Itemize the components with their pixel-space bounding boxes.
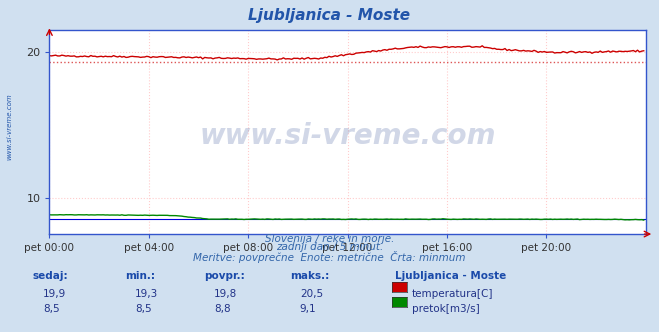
Text: zadnji dan / 5 minut.: zadnji dan / 5 minut. [276, 242, 383, 252]
Text: temperatura[C]: temperatura[C] [412, 289, 494, 299]
Text: 8,5: 8,5 [43, 304, 59, 314]
Text: min.:: min.: [125, 271, 156, 281]
Text: Slovenija / reke in morje.: Slovenija / reke in morje. [265, 234, 394, 244]
Text: pretok[m3/s]: pretok[m3/s] [412, 304, 480, 314]
Text: 9,1: 9,1 [300, 304, 316, 314]
Text: sedaj:: sedaj: [33, 271, 69, 281]
Text: 19,8: 19,8 [214, 289, 237, 299]
Text: 19,9: 19,9 [43, 289, 66, 299]
Text: 8,8: 8,8 [214, 304, 231, 314]
Text: www.si-vreme.com: www.si-vreme.com [7, 93, 13, 160]
Text: maks.:: maks.: [290, 271, 330, 281]
Text: 19,3: 19,3 [135, 289, 158, 299]
Text: povpr.:: povpr.: [204, 271, 245, 281]
Text: Ljubljanica - Moste: Ljubljanica - Moste [395, 271, 507, 281]
Text: 8,5: 8,5 [135, 304, 152, 314]
Text: Ljubljanica - Moste: Ljubljanica - Moste [248, 8, 411, 23]
Text: Meritve: povprečne  Enote: metrične  Črta: minmum: Meritve: povprečne Enote: metrične Črta:… [193, 251, 466, 263]
Text: www.si-vreme.com: www.si-vreme.com [200, 122, 496, 150]
Text: 20,5: 20,5 [300, 289, 323, 299]
